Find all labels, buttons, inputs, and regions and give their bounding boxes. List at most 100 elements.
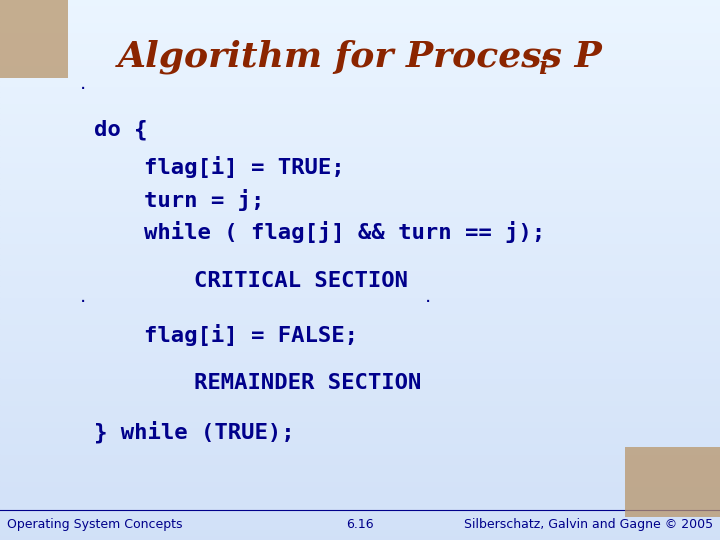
Bar <box>0 356 720 362</box>
Text: 6.16: 6.16 <box>346 518 374 531</box>
Bar <box>0 394 720 400</box>
Bar <box>0 81 720 86</box>
Bar <box>0 470 720 475</box>
Bar <box>0 292 720 297</box>
Bar <box>0 146 720 151</box>
Bar <box>0 232 720 238</box>
Bar <box>0 167 720 173</box>
Bar <box>0 437 720 443</box>
FancyBboxPatch shape <box>625 447 720 517</box>
Bar <box>0 162 720 167</box>
Bar <box>0 124 720 130</box>
Text: flag[i] = TRUE;: flag[i] = TRUE; <box>144 157 345 178</box>
Text: Algorithm for Process P: Algorithm for Process P <box>117 39 603 74</box>
Bar <box>0 427 720 432</box>
Text: Silberschatz, Galvin and Gagne © 2005: Silberschatz, Galvin and Gagne © 2005 <box>464 518 713 531</box>
Text: CRITICAL SECTION: CRITICAL SECTION <box>194 271 408 291</box>
Bar <box>0 432 720 437</box>
Bar <box>0 32 720 38</box>
Text: turn = j;: turn = j; <box>144 189 264 211</box>
Bar <box>0 254 720 259</box>
Bar <box>0 130 720 135</box>
Bar <box>0 92 720 97</box>
Bar <box>0 5 720 11</box>
Bar <box>0 373 720 378</box>
Bar <box>0 508 720 513</box>
Bar <box>0 135 720 140</box>
Text: while ( flag[j] && turn == j);: while ( flag[j] && turn == j); <box>144 221 545 243</box>
Bar <box>0 362 720 367</box>
Bar <box>0 335 720 340</box>
Bar <box>0 513 720 518</box>
Bar <box>0 270 720 275</box>
Bar <box>0 265 720 270</box>
Bar <box>0 313 720 319</box>
Bar <box>0 518 720 524</box>
Bar <box>0 16 720 22</box>
Bar <box>0 65 720 70</box>
Bar <box>0 535 720 540</box>
Bar <box>0 194 720 200</box>
Text: ·: · <box>80 293 86 312</box>
Bar <box>0 140 720 146</box>
Bar <box>0 383 720 389</box>
Bar <box>0 11 720 16</box>
Bar <box>0 378 720 383</box>
Bar <box>0 286 720 292</box>
Bar <box>0 329 720 335</box>
Bar <box>0 178 720 184</box>
Bar <box>0 464 720 470</box>
Bar <box>0 416 720 421</box>
Bar <box>0 211 720 216</box>
Bar <box>0 38 720 43</box>
Bar <box>0 259 720 265</box>
Bar <box>0 54 720 59</box>
Bar <box>0 497 720 502</box>
Bar <box>0 248 720 254</box>
Bar <box>0 200 720 205</box>
Bar <box>0 70 720 76</box>
Bar <box>0 275 720 281</box>
Bar <box>0 243 720 248</box>
Bar <box>0 22 720 27</box>
Bar <box>0 113 720 119</box>
Bar <box>0 173 720 178</box>
Bar <box>0 486 720 491</box>
Bar <box>0 389 720 394</box>
Text: flag[i] = FALSE;: flag[i] = FALSE; <box>144 324 358 346</box>
Bar <box>0 481 720 486</box>
Bar <box>0 227 720 232</box>
Bar <box>0 410 720 416</box>
Text: do {: do { <box>94 119 147 140</box>
Bar <box>0 405 720 410</box>
Text: Operating System Concepts: Operating System Concepts <box>7 518 183 531</box>
Bar <box>0 367 720 373</box>
Bar <box>0 448 720 454</box>
Bar <box>0 97 720 103</box>
Bar <box>0 421 720 427</box>
Bar <box>0 400 720 405</box>
Bar <box>0 454 720 459</box>
Bar <box>0 319 720 324</box>
Text: ·: · <box>426 293 431 312</box>
Bar <box>0 459 720 464</box>
Bar <box>0 281 720 286</box>
Text: REMAINDER SECTION: REMAINDER SECTION <box>194 373 422 394</box>
Bar <box>0 119 720 124</box>
Bar <box>0 59 720 65</box>
Bar <box>0 189 720 194</box>
Bar <box>0 351 720 356</box>
Bar <box>0 502 720 508</box>
Bar <box>0 340 720 346</box>
Text: ·: · <box>80 79 86 99</box>
Bar <box>0 524 720 529</box>
Bar <box>0 205 720 211</box>
Bar <box>0 157 720 162</box>
Bar <box>0 108 720 113</box>
Bar <box>0 302 720 308</box>
Bar <box>0 491 720 497</box>
Bar <box>0 184 720 189</box>
Text: i: i <box>539 55 548 79</box>
Bar <box>0 0 720 5</box>
Bar <box>0 43 720 49</box>
